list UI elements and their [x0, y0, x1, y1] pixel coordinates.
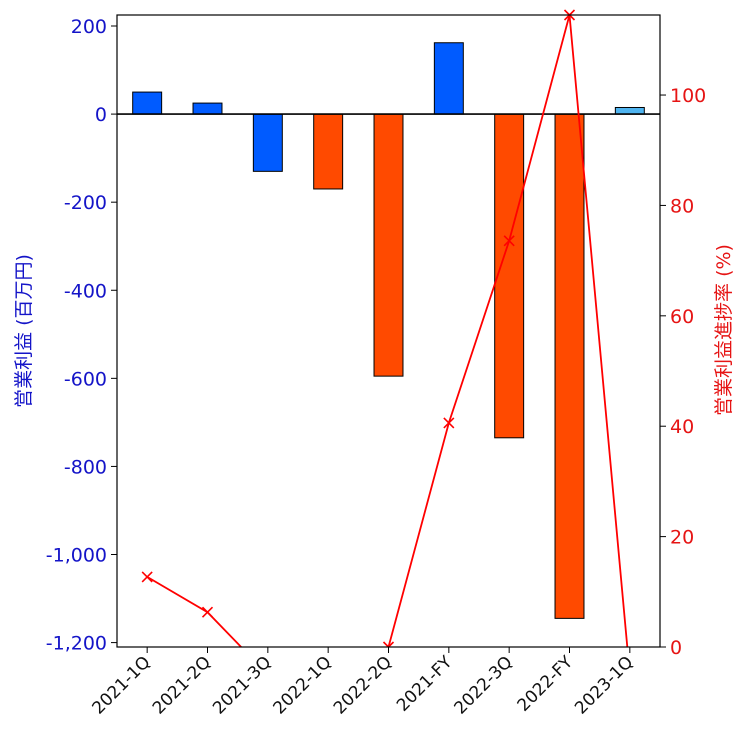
x-tick-label: 2023-1Q — [571, 652, 637, 718]
progress-marker-2021-1Q — [141, 571, 153, 583]
left-tick-label: -1,000 — [46, 545, 107, 567]
left-tick-label: -200 — [64, 192, 107, 214]
left-tick-label: 0 — [95, 104, 107, 126]
progress-marker-2021-FY — [443, 417, 455, 429]
bar-2022-2Q — [373, 113, 404, 377]
right-tick-label: 0 — [670, 637, 682, 659]
right-tick-label: 40 — [670, 416, 694, 438]
right-tick-label: 100 — [670, 85, 706, 107]
progress-marker-2021-2Q — [201, 606, 214, 618]
x-tick-label: 2022-FY — [514, 652, 578, 716]
bar-2023-1Q — [614, 106, 645, 115]
x-tick-label: 2021-3Q — [209, 652, 275, 718]
x-tick-label: 2021-1Q — [89, 652, 155, 718]
left-tick-label: -800 — [64, 456, 107, 478]
bar-2022-1Q — [313, 113, 344, 190]
bar-2022-3Q — [494, 113, 525, 439]
left-tick-label: 200 — [71, 16, 107, 38]
progress-marker-2022-3Q — [503, 235, 515, 247]
bar-2021-1Q — [132, 91, 163, 115]
x-axis-ticks: 2021-1Q2021-2Q2021-3Q2022-1Q2022-2Q2021-… — [89, 647, 637, 719]
right-tick-label: 20 — [670, 527, 694, 549]
bar-2021-FY — [433, 42, 464, 115]
left-tick-label: -600 — [64, 368, 107, 390]
left-tick-label: -400 — [64, 280, 107, 302]
right-axis-ticks: 0 20 40 60 80 100 — [660, 85, 706, 659]
x-tick-label: 2021-FY — [393, 652, 457, 716]
bar-group — [132, 42, 645, 619]
x-tick-label: 2022-3Q — [451, 652, 517, 718]
y-axis-label-left: 営業利益 (百万円) — [13, 254, 35, 408]
bar-2022-FY — [554, 113, 585, 619]
bar-2021-3Q — [252, 113, 283, 172]
right-tick-label: 80 — [670, 195, 694, 217]
x-tick-label: 2022-2Q — [330, 652, 396, 718]
left-axis-ticks: 200 0 -200 -400 -600 -800 -1,000 -1,200 — [46, 16, 117, 655]
progress-marker-2022-2Q — [382, 641, 395, 647]
right-tick-label: 60 — [670, 306, 694, 328]
x-tick-label: 2021-2Q — [149, 652, 215, 718]
y-axis-label-right: 営業利益進捗率 (%) — [713, 244, 735, 416]
left-tick-label: -1,200 — [46, 633, 107, 655]
x-tick-label: 2022-1Q — [270, 652, 336, 718]
bar-2021-2Q — [192, 102, 223, 115]
